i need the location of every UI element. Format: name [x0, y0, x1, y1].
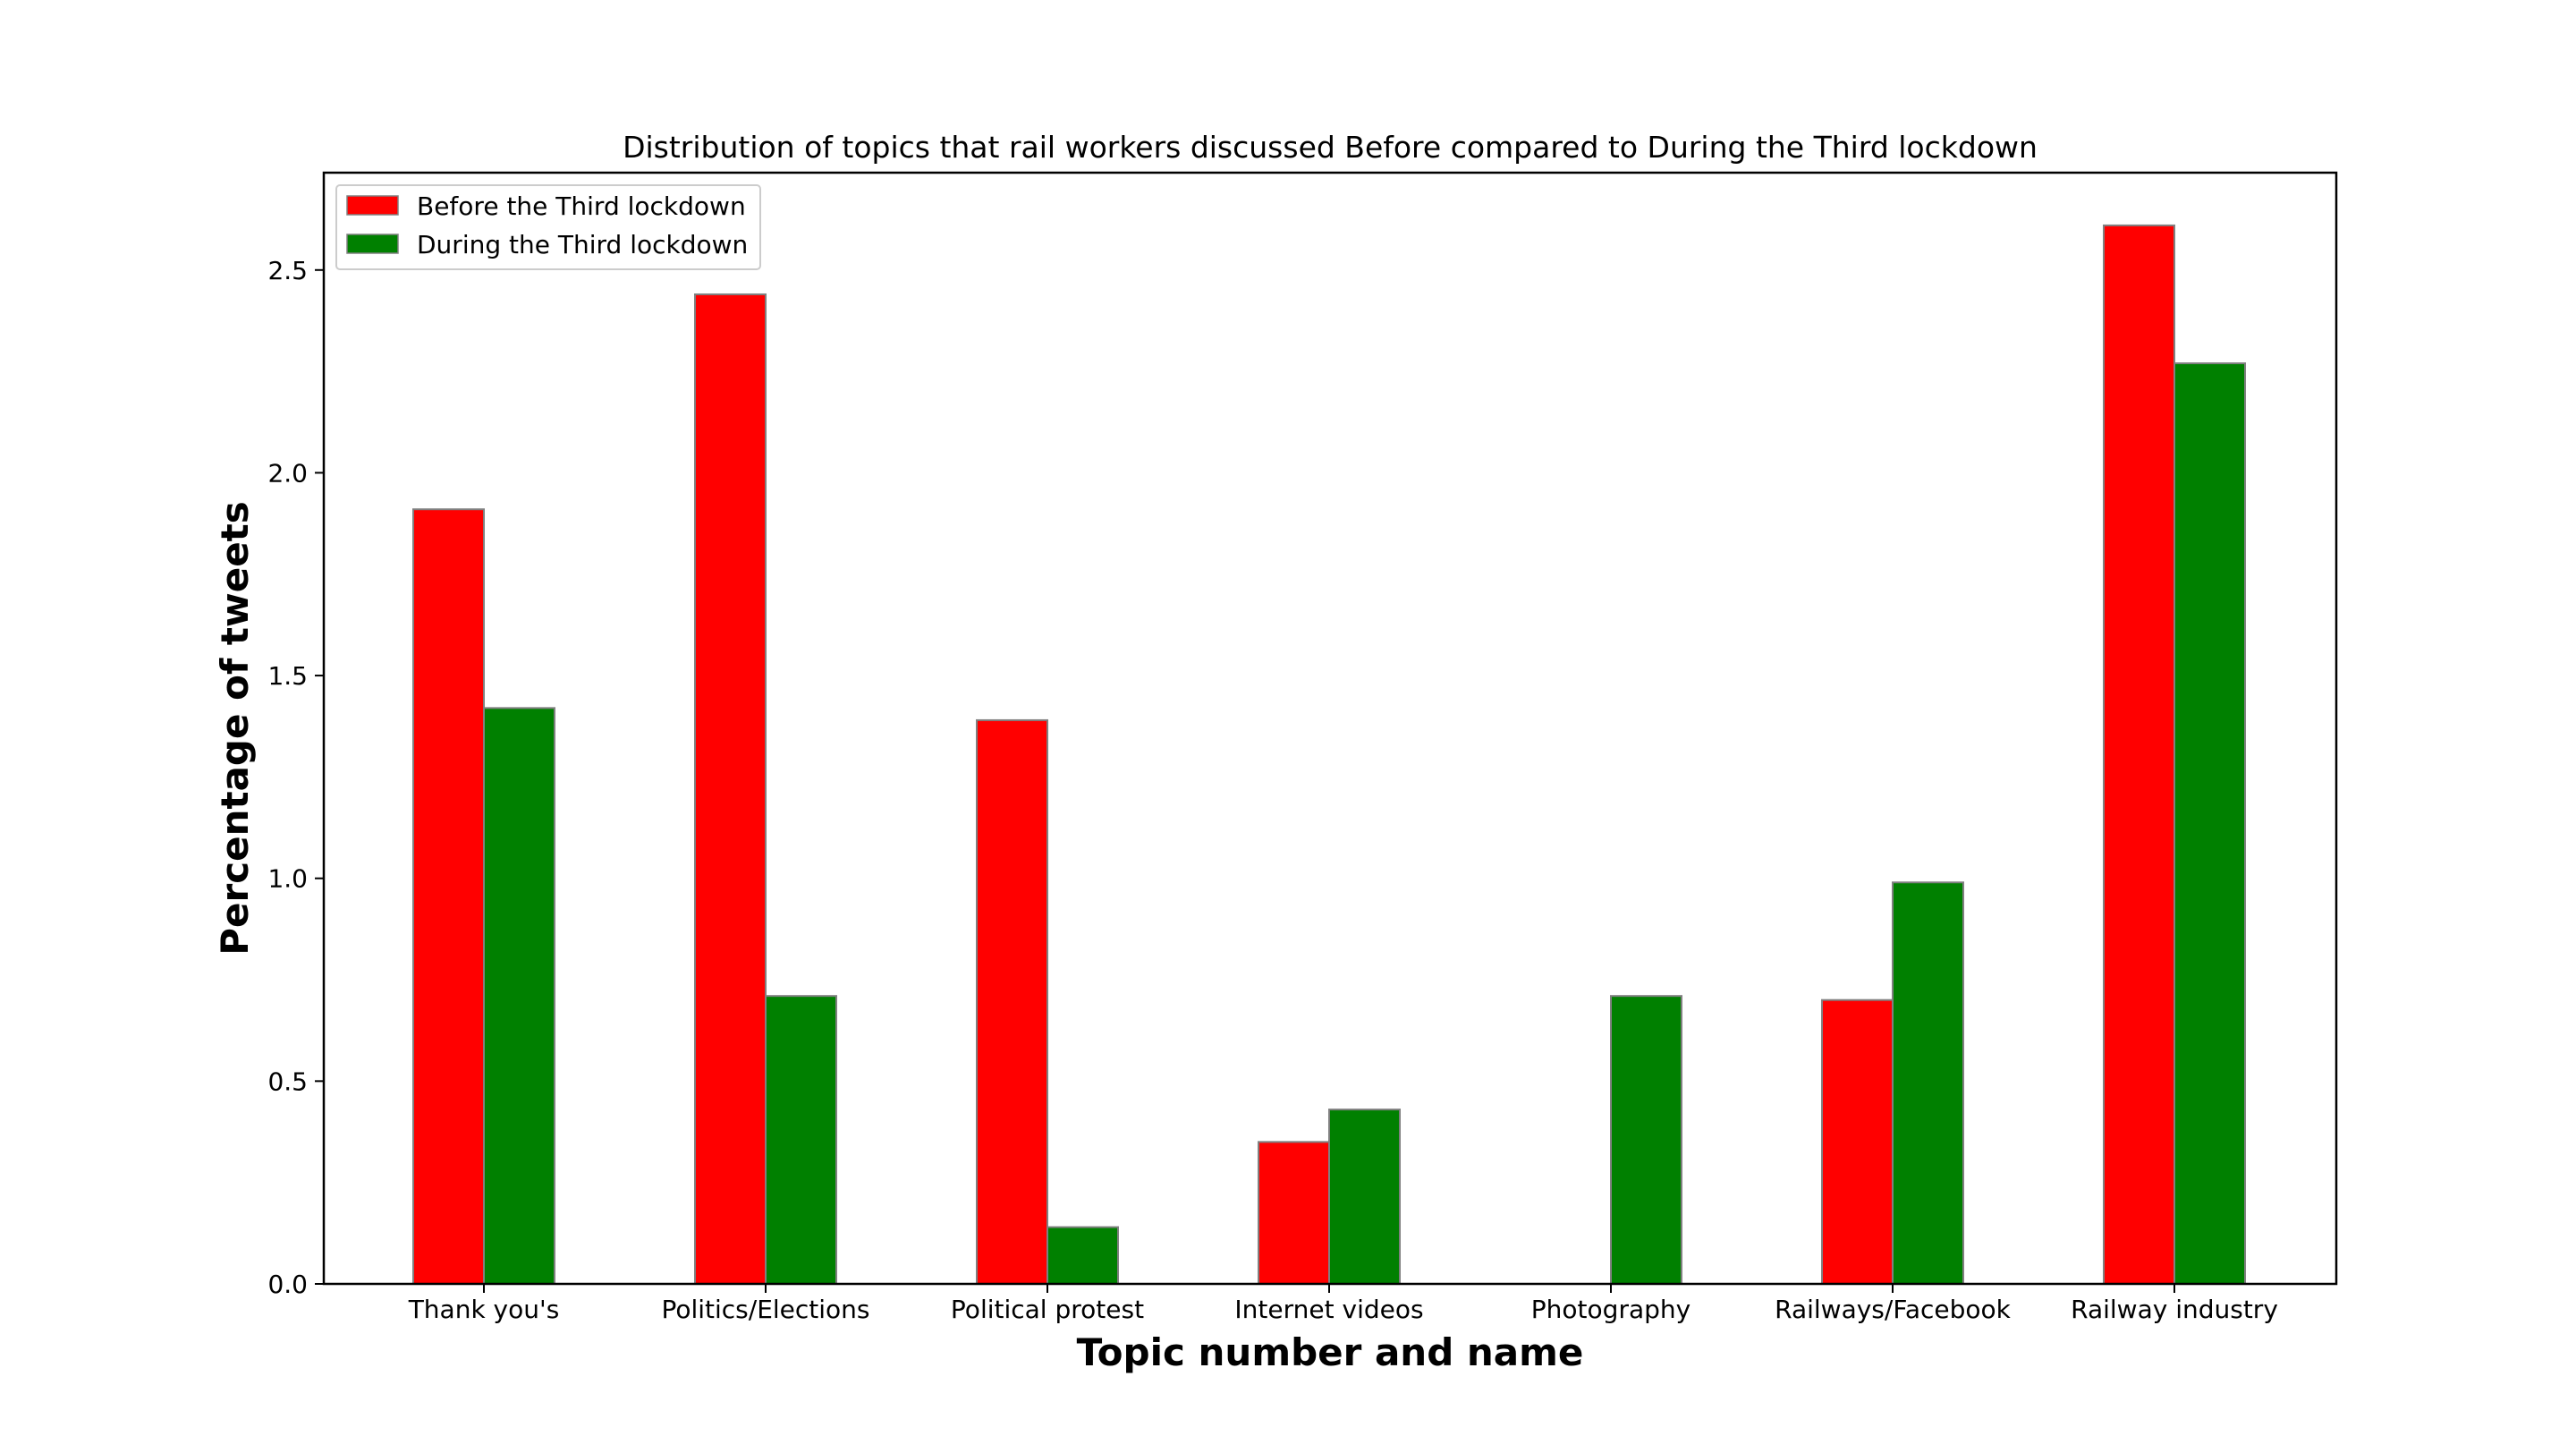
- bar-before-3: [1258, 1141, 1330, 1285]
- y-tick-label: 1.0: [267, 864, 308, 894]
- bar-before-1: [694, 293, 767, 1286]
- bar-during-3: [1328, 1109, 1401, 1286]
- x-tick-label: Railways/Facebook: [1775, 1295, 2012, 1324]
- x-tick-label: Photography: [1531, 1295, 1690, 1324]
- legend-swatch-before: [346, 195, 399, 216]
- bars-group: [412, 224, 2246, 1286]
- legend: Before the Third lockdown During the Thi…: [335, 184, 761, 270]
- bar-during-6: [2174, 362, 2246, 1285]
- y-axis: 0.0 0.5 1.0 1.5 2.0 2.5: [267, 256, 324, 1299]
- y-tick-label: 2.0: [267, 458, 308, 488]
- y-tick-label: 0.0: [267, 1270, 308, 1299]
- legend-swatch-during: [346, 234, 399, 254]
- legend-label-before: Before the Third lockdown: [417, 191, 746, 221]
- bar-before-0: [412, 508, 485, 1285]
- x-tick-label: Politics/Elections: [661, 1295, 869, 1324]
- chart-title: Distribution of topics that rail workers…: [623, 130, 2038, 165]
- x-axis: Thank you's Politics/Elections Political p…: [408, 1284, 2278, 1324]
- y-tick-label: 2.5: [267, 256, 308, 285]
- y-tick-label: 1.5: [267, 661, 308, 691]
- bar-during-4: [1610, 995, 1682, 1285]
- bar-before-2: [976, 718, 1048, 1285]
- bar-during-5: [1892, 881, 1964, 1285]
- legend-box: [335, 184, 761, 270]
- y-axis-title: Percentage of tweets: [213, 501, 257, 956]
- legend-label-during: During the Third lockdown: [417, 230, 748, 259]
- bar-during-1: [765, 995, 837, 1285]
- bar-during-0: [483, 707, 555, 1285]
- bar-before-5: [1821, 998, 1894, 1285]
- x-tick-label: Internet videos: [1234, 1295, 1423, 1324]
- bar-during-2: [1046, 1226, 1119, 1286]
- x-tick-label: Railway industry: [2071, 1295, 2278, 1324]
- bar-before-6: [2103, 224, 2175, 1285]
- x-tick-label: Political protest: [951, 1295, 1144, 1324]
- x-axis-title: Topic number and name: [1077, 1330, 1584, 1374]
- y-tick-label: 0.5: [267, 1066, 308, 1096]
- x-tick-label: Thank you's: [408, 1295, 560, 1324]
